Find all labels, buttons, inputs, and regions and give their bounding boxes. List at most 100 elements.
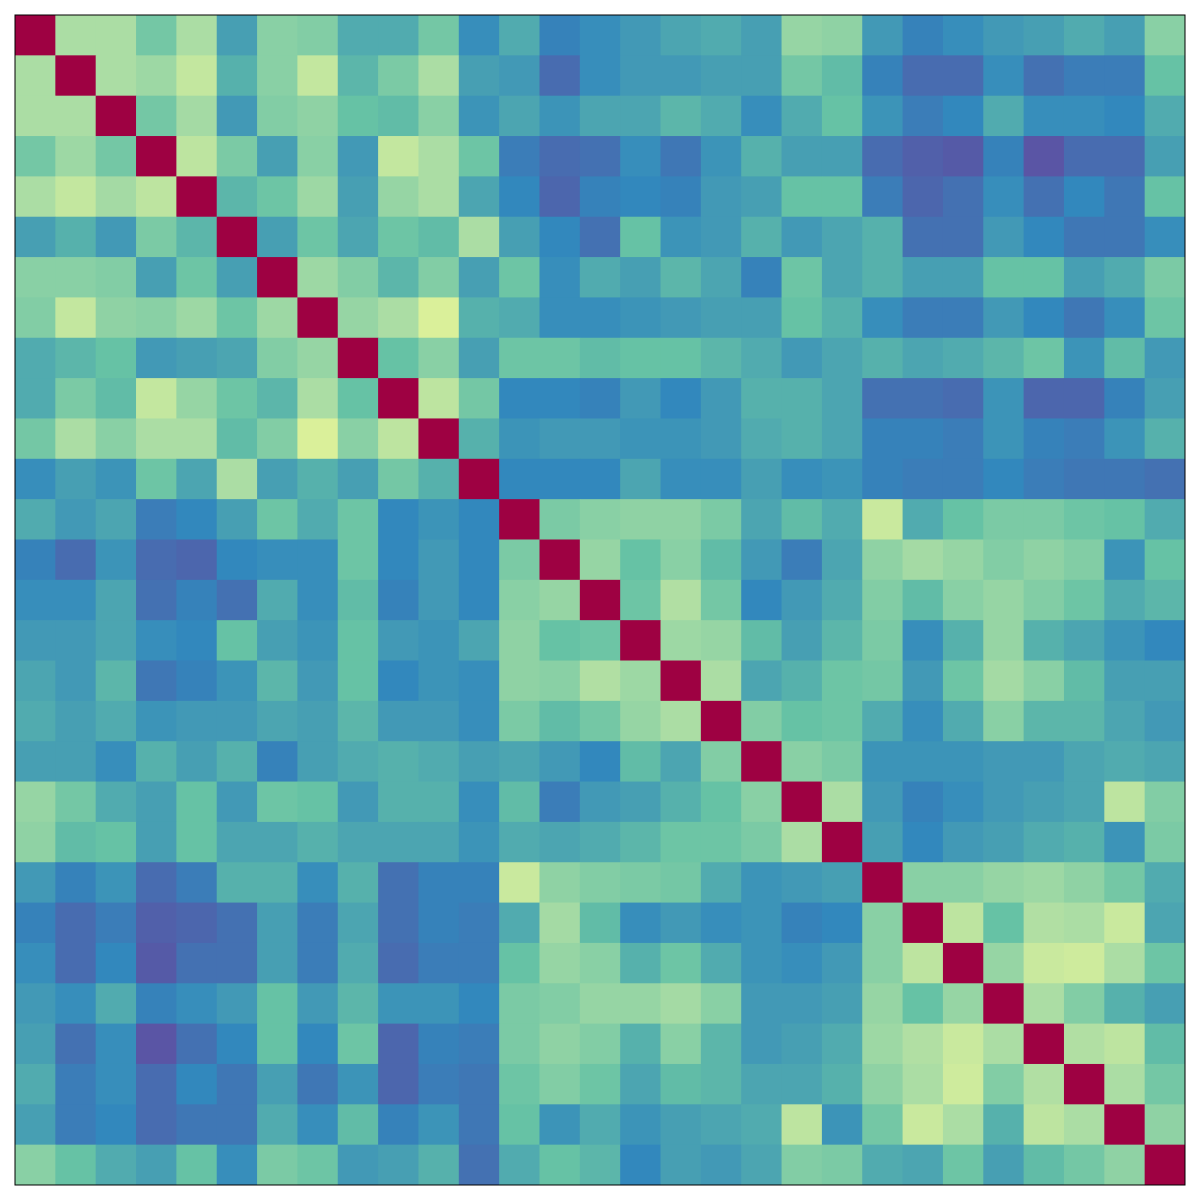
heatmap-cell	[821, 660, 863, 702]
heatmap-cell	[902, 1063, 944, 1105]
heatmap-cell	[821, 216, 863, 258]
heatmap-cell	[862, 942, 904, 984]
heatmap-cell	[458, 579, 500, 621]
heatmap-cell	[95, 821, 137, 863]
heatmap-cell	[136, 942, 177, 984]
heatmap-cell	[983, 539, 1025, 581]
heatmap-cell	[1063, 257, 1105, 298]
heatmap-cell	[257, 620, 298, 662]
heatmap-cell	[902, 1144, 944, 1186]
heatmap-cell	[257, 95, 298, 137]
heatmap-cell	[902, 1023, 944, 1065]
heatmap-cell	[55, 1023, 97, 1065]
heatmap-cell	[539, 983, 581, 1025]
heatmap-cell	[418, 821, 460, 863]
heatmap-cell	[1144, 1063, 1186, 1105]
heatmap-cell	[257, 136, 298, 177]
heatmap-cell	[942, 297, 984, 339]
heatmap-cell	[95, 297, 137, 339]
heatmap-cell	[257, 418, 298, 460]
heatmap-cell	[781, 1104, 823, 1146]
heatmap-cell	[902, 983, 944, 1025]
heatmap-cell	[1023, 136, 1065, 177]
heatmap-cell	[257, 1144, 298, 1186]
heatmap-cell	[257, 216, 298, 258]
heatmap-cell	[176, 579, 218, 621]
heatmap-cell	[741, 297, 783, 339]
heatmap-cell	[942, 781, 984, 823]
heatmap-cell	[862, 297, 904, 339]
heatmap-cell	[660, 297, 702, 339]
heatmap-cell	[337, 297, 379, 339]
heatmap-cell	[821, 741, 863, 783]
heatmap-cell	[983, 176, 1025, 218]
heatmap-cell	[297, 862, 339, 904]
heatmap-cell	[337, 55, 379, 97]
heatmap-cell	[539, 418, 581, 460]
heatmap-cell	[579, 781, 621, 823]
heatmap-cell	[337, 942, 379, 984]
heatmap-cell	[15, 579, 56, 621]
heatmap-cell	[55, 55, 97, 97]
heatmap-cell	[620, 15, 662, 56]
heatmap-cell	[983, 297, 1025, 339]
heatmap-cell	[700, 418, 742, 460]
heatmap-cell	[1144, 1023, 1186, 1065]
heatmap-cell	[1063, 297, 1105, 339]
heatmap-cell	[902, 257, 944, 298]
heatmap-cell	[942, 257, 984, 298]
heatmap-cell	[1063, 1023, 1105, 1065]
heatmap-cell	[660, 942, 702, 984]
heatmap-cell	[216, 136, 258, 177]
heatmap-cell	[378, 337, 419, 379]
heatmap-cell	[942, 55, 984, 97]
heatmap-cell	[136, 1104, 177, 1146]
heatmap-cell	[1104, 176, 1146, 218]
heatmap-cell	[781, 781, 823, 823]
heatmap-cell	[337, 1063, 379, 1105]
heatmap-cell	[297, 257, 339, 298]
heatmap-cell	[741, 579, 783, 621]
heatmap-cell	[1144, 781, 1186, 823]
heatmap-cell	[216, 176, 258, 218]
heatmap-cell	[1023, 579, 1065, 621]
heatmap-cell	[297, 1063, 339, 1105]
heatmap-cell	[1104, 1104, 1146, 1146]
heatmap-cell	[55, 337, 97, 379]
heatmap-cell	[458, 216, 500, 258]
heatmap-cell	[176, 983, 218, 1025]
heatmap-cell	[418, 378, 460, 419]
heatmap-cell	[741, 741, 783, 783]
heatmap-cell	[700, 95, 742, 137]
heatmap-cell	[862, 620, 904, 662]
heatmap-cell	[297, 176, 339, 218]
heatmap-cell	[257, 297, 298, 339]
heatmap-cell	[821, 1104, 863, 1146]
heatmap-cell	[862, 579, 904, 621]
heatmap-cell	[216, 15, 258, 56]
heatmap-cell	[700, 821, 742, 863]
heatmap-cell	[15, 660, 56, 702]
heatmap-cell	[1063, 499, 1105, 540]
heatmap-cell	[1023, 983, 1065, 1025]
heatmap-cell	[821, 55, 863, 97]
heatmap-cell	[1063, 458, 1105, 500]
heatmap-cell	[1063, 216, 1105, 258]
heatmap-cell	[176, 700, 218, 742]
heatmap-cell	[95, 499, 137, 540]
heatmap-cell	[1023, 862, 1065, 904]
heatmap-cell	[257, 55, 298, 97]
heatmap-cell	[257, 862, 298, 904]
heatmap-cell	[136, 821, 177, 863]
heatmap-cell	[15, 1063, 56, 1105]
heatmap-cell	[579, 620, 621, 662]
heatmap-cell	[700, 216, 742, 258]
heatmap-cell	[700, 1144, 742, 1186]
heatmap-cell	[418, 1023, 460, 1065]
heatmap-cell	[660, 781, 702, 823]
heatmap-cell	[660, 176, 702, 218]
heatmap-cell	[741, 257, 783, 298]
heatmap-cell	[781, 297, 823, 339]
heatmap-cell	[176, 1144, 218, 1186]
heatmap-cell	[15, 297, 56, 339]
